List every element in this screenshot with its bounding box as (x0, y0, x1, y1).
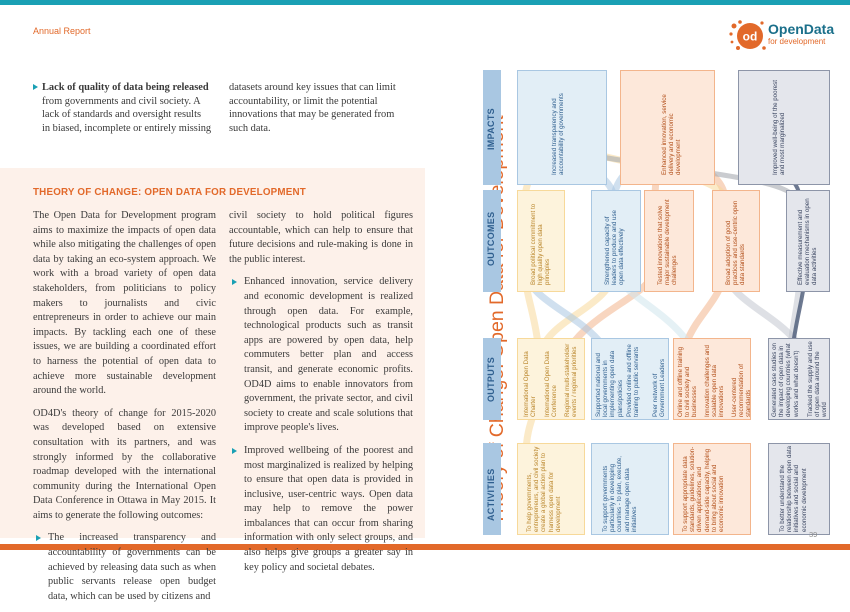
quality-continuation: datasets around key issues that can limi… (229, 81, 409, 135)
accountability-paragraph: civil society to hold political figures … (229, 210, 413, 265)
innovation-bullet: Enhanced innovation, service delivery an… (229, 275, 413, 436)
impact-box-wellbeing: Improved well-being of the poorest and m… (738, 70, 830, 185)
stage-impacts: IMPACTS (483, 70, 501, 185)
outcome-box-capacity: Strengthened capacity of leaders to prod… (591, 190, 641, 292)
intro-paragraph: The Open Data for Development program ai… (33, 210, 216, 397)
outcome-box-commitment: Broad political commitment to high quali… (517, 190, 565, 292)
logo-name: OpenData (768, 21, 835, 37)
logo-tagline: for development (768, 37, 826, 46)
outcome-box-standards: Broad adoption of good practices and use… (712, 190, 760, 292)
od4d-logo: od (729, 20, 766, 50)
stage-activities: ACTIVITIES (483, 443, 501, 535)
top-accent-bar (0, 0, 850, 5)
page-number: 39 (809, 530, 818, 539)
bullet-text: Enhanced innovation, service delivery an… (244, 276, 413, 434)
bullet-arrow-icon (36, 535, 41, 542)
stage-outputs: OUTPUTS (483, 338, 501, 420)
activity-box-global: To help governments, entrepreneurs, and … (517, 443, 585, 535)
output-group-governments: Supported national and local governments… (591, 338, 669, 420)
column-right: civil society to hold political figures … (229, 209, 413, 583)
activity-box-research: To better understand the relationship be… (768, 443, 830, 535)
impact-box-transparency: Increased transparency and accountabilit… (517, 70, 607, 185)
theory-of-change-panel (0, 168, 425, 538)
quality-bullet: Lack of quality of data being released f… (33, 81, 213, 135)
bullet-heading: Lack of quality of data being released (42, 82, 209, 93)
outcome-box-innovations: Tested innovations that solve major sust… (644, 190, 694, 292)
activity-box-standards: To support appropriate data standards, g… (673, 443, 751, 535)
output-group-charter: International Open Data Charter Internat… (517, 338, 585, 420)
impact-box-innovation: Enhanced innovation, service delivery an… (620, 70, 715, 185)
bullet-line: lack of standards and oversight results (42, 109, 201, 120)
section-title: THEORY OF CHANGE: OPEN DATA FOR DEVELOPM… (33, 187, 306, 198)
output-group-innovation: Online and offline training to civil soc… (673, 338, 752, 420)
running-header: Annual Report (33, 26, 91, 36)
consultation-paragraph: OD4D's theory of change for 2015-2020 wa… (33, 407, 216, 521)
bullet-line: in biased, incomplete or entirely missin… (42, 122, 212, 134)
logo-mark: od (743, 30, 758, 44)
bullet-arrow-icon (232, 447, 237, 454)
output-group-research: Generated case studies on the impact of … (768, 338, 830, 420)
continuation-line: innovations that may be generated from (229, 109, 395, 120)
activity-box-governments: To support governments particularly in d… (591, 443, 669, 535)
continuation-line: accountability, or limit the potential (229, 95, 378, 107)
bullet-arrow-icon (232, 279, 237, 286)
bullet-arrow-icon (33, 84, 38, 90)
bullet-line: from governments and civil society. A (42, 95, 201, 107)
continuation-line: datasets around key issues that can limi… (229, 82, 396, 93)
bottom-accent-bar (0, 544, 850, 550)
continuation-line: such data. (229, 122, 271, 134)
stage-outcomes: OUTCOMES (483, 190, 501, 292)
outcome-box-measurement: Effective measurement and evaluation mec… (786, 190, 830, 292)
